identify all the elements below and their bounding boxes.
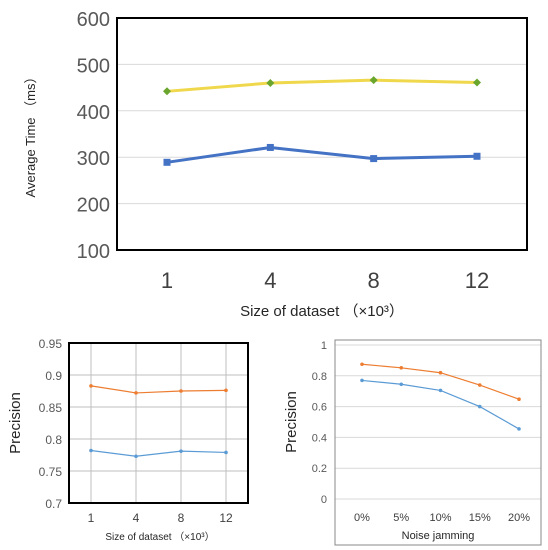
data-point-marker xyxy=(438,370,443,375)
data-point-marker xyxy=(224,450,228,455)
x-axis-label: Size of dataset （×10³） xyxy=(240,303,404,320)
series-line-2 xyxy=(361,379,520,430)
x-tick-label: 1 xyxy=(88,511,95,525)
x-tick-label: 5% xyxy=(393,512,409,524)
y-tick-label: 0 xyxy=(321,494,327,506)
x-tick-label: 20% xyxy=(508,512,530,524)
chart-precision-noise: 00.20.40.60.810% 5% 10% 15% 20%Noise jamming… xyxy=(283,339,542,546)
y-tick-label: 0.8 xyxy=(45,433,62,447)
y-tick-label: 0.7 xyxy=(45,497,62,511)
y-tick-label: 600 xyxy=(77,9,110,31)
x-tick-label: 4 xyxy=(264,268,276,293)
y-tick-label: 1 xyxy=(321,340,327,352)
data-point-marker xyxy=(477,404,482,409)
plot-area-border xyxy=(68,342,249,504)
data-point-marker xyxy=(399,382,404,387)
data-point-marker xyxy=(360,378,364,383)
x-tick-label: 0% xyxy=(354,512,370,524)
plot-area-border xyxy=(334,339,542,546)
y-tick-label: 0.9 xyxy=(45,369,62,383)
data-point-marker xyxy=(517,397,521,402)
plot-area-border xyxy=(116,17,528,251)
y-tick-label: 400 xyxy=(77,102,110,124)
y-axis-label: Average Time （ms） xyxy=(23,71,38,198)
y-tick-label: 0.95 xyxy=(39,337,63,351)
y-tick-label: 300 xyxy=(77,148,110,170)
y-tick-label: 500 xyxy=(77,55,110,77)
y-tick-label: 0.2 xyxy=(312,463,327,475)
data-point-marker xyxy=(477,383,482,387)
data-point-marker xyxy=(163,158,171,166)
y-tick-label: 0.6 xyxy=(312,402,327,414)
series-line-1 xyxy=(166,78,478,93)
x-tick-label: 15% xyxy=(469,512,491,524)
x-tick-label: 10% xyxy=(429,512,451,524)
y-tick-label: 100 xyxy=(77,241,110,263)
data-point-marker xyxy=(89,448,93,453)
y-axis-label: Precision xyxy=(283,391,300,453)
data-point-marker xyxy=(473,152,481,160)
series-line-2 xyxy=(166,145,478,164)
data-point-marker xyxy=(134,391,138,395)
y-tick-label: 0.8 xyxy=(312,371,327,383)
data-point-marker xyxy=(517,427,521,431)
data-point-marker xyxy=(473,78,481,87)
x-tick-label: 12 xyxy=(219,511,233,525)
chart-average-time: 100 200 300 400 500 600 1 4 8 12 Size of dataset （… xyxy=(23,9,528,320)
series-line-1 xyxy=(361,363,520,400)
data-point-marker xyxy=(369,76,378,85)
data-point-marker xyxy=(266,143,274,151)
data-point-marker xyxy=(89,384,93,388)
data-point-marker xyxy=(179,389,183,393)
data-point-marker xyxy=(179,449,183,453)
y-tick-label: 0.85 xyxy=(39,401,63,415)
series-line-1 xyxy=(90,385,227,394)
data-point-marker xyxy=(163,87,171,96)
x-tick-label: 8 xyxy=(368,268,380,293)
y-tick-label: 200 xyxy=(77,195,110,217)
x-axis-label: Noise jamming xyxy=(402,530,475,542)
data-point-marker xyxy=(438,388,443,393)
data-point-marker xyxy=(266,78,275,87)
data-point-marker xyxy=(360,362,364,367)
y-axis-label: Precision xyxy=(7,392,24,454)
y-tick-label: 0.75 xyxy=(39,465,63,479)
chart-precision-dataset: 0.7 0.75 0.8 0.85 0.9 0.95 1 4 8 12 Size of datase… xyxy=(7,337,249,543)
y-tick-label: 0.4 xyxy=(312,432,327,444)
x-axis-label: Size of dataset （×10³） xyxy=(105,531,214,543)
x-tick-label: 12 xyxy=(465,268,489,293)
data-point-marker xyxy=(399,365,404,370)
data-point-marker xyxy=(134,454,138,459)
data-point-marker xyxy=(224,388,228,393)
x-tick-label: 1 xyxy=(161,268,173,293)
data-point-marker xyxy=(370,155,378,163)
series-line-2 xyxy=(90,449,227,457)
x-tick-label: 8 xyxy=(178,511,185,525)
x-tick-label: 4 xyxy=(133,511,140,525)
